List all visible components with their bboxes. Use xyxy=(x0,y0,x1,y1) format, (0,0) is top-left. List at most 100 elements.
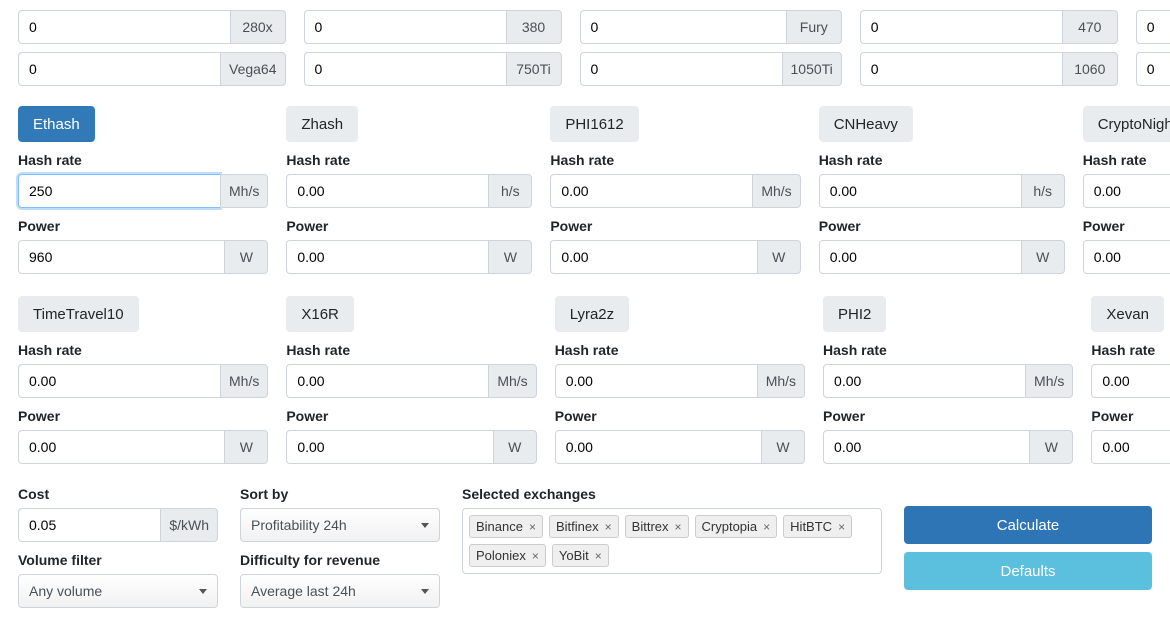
difficulty-select[interactable]: Average last 24h xyxy=(240,574,440,608)
sort-select[interactable]: Profitability 24h xyxy=(240,508,440,542)
hash-rate-unit: Mh/s xyxy=(757,364,805,398)
gpu-count-input[interactable] xyxy=(18,10,230,44)
exchange-tag-label: HitBTC xyxy=(790,519,832,534)
hash-rate-unit: Mh/s xyxy=(752,174,800,208)
calculate-button[interactable]: Calculate xyxy=(904,506,1152,544)
power-label: Power xyxy=(286,218,532,234)
difficulty-value: Average last 24h xyxy=(251,583,356,599)
hash-rate-group: Mh/s xyxy=(823,364,1073,398)
hash-rate-group: h/s xyxy=(286,174,532,208)
gpu-item-1050ti: 1050Ti xyxy=(580,52,842,86)
hash-rate-input[interactable] xyxy=(1091,364,1170,398)
gpu-count-input[interactable] xyxy=(18,52,220,86)
power-label: Power xyxy=(550,218,800,234)
power-label: Power xyxy=(286,408,536,424)
exchange-tag-cryptopia[interactable]: Cryptopia× xyxy=(695,515,778,538)
hash-rate-input[interactable] xyxy=(819,174,1021,208)
bottom-controls: Cost $/kWh Volume filter Any volume Sort… xyxy=(18,486,1152,618)
power-unit: W xyxy=(224,240,268,274)
algo-button-x16r[interactable]: X16R xyxy=(286,296,354,332)
hash-rate-input[interactable] xyxy=(550,174,752,208)
exchange-tag-binance[interactable]: Binance× xyxy=(469,515,543,538)
hash-rate-group: Mh/s xyxy=(555,364,805,398)
remove-icon[interactable]: × xyxy=(675,520,682,534)
hash-rate-input[interactable] xyxy=(18,174,220,208)
hash-rate-input[interactable] xyxy=(555,364,757,398)
remove-icon[interactable]: × xyxy=(532,549,539,563)
power-input[interactable] xyxy=(286,430,492,464)
algo-button-cnheavy[interactable]: CNHeavy xyxy=(819,106,913,142)
gpu-count-input[interactable] xyxy=(580,52,782,86)
power-label: Power xyxy=(18,218,268,234)
power-input[interactable] xyxy=(18,430,224,464)
power-group: W xyxy=(823,430,1073,464)
gpu-count-input[interactable] xyxy=(860,10,1062,44)
exchange-tag-bitfinex[interactable]: Bitfinex × xyxy=(549,515,619,538)
power-input[interactable] xyxy=(1091,430,1170,464)
gpu-item-750ti: 750Ti xyxy=(304,52,562,86)
hash-rate-input[interactable] xyxy=(286,174,488,208)
gpu-count-input[interactable] xyxy=(1136,52,1170,86)
gpu-count-input[interactable] xyxy=(304,10,506,44)
algo-button-cryptonightv7[interactable]: CryptoNightV7 xyxy=(1083,106,1170,142)
power-input[interactable] xyxy=(1083,240,1170,274)
cost-input[interactable] xyxy=(18,508,160,542)
hash-rate-input[interactable] xyxy=(1083,174,1170,208)
algo-button-timetravel10[interactable]: TimeTravel10 xyxy=(18,296,139,332)
power-input[interactable] xyxy=(550,240,756,274)
algo-button-phi2[interactable]: PHI2 xyxy=(823,296,886,332)
algo-button-ethash[interactable]: Ethash xyxy=(18,106,95,142)
exchange-tag-hitbtc[interactable]: HitBTC × xyxy=(783,515,852,538)
exchange-tag-yobit[interactable]: YoBit × xyxy=(552,544,609,567)
exchange-tag-bittrex[interactable]: Bittrex× xyxy=(625,515,689,538)
power-unit: W xyxy=(493,430,537,464)
algorithm-row-2: TimeTravel10Hash rateMh/sPowerWX16RHash … xyxy=(18,296,1152,464)
algorithm-row-1: EthashHash rateMh/sPowerWZhashHash rateh… xyxy=(18,106,1152,274)
algo-button-zhash[interactable]: Zhash xyxy=(286,106,358,142)
power-group: W xyxy=(18,430,268,464)
hash-rate-group: Mh/s xyxy=(18,174,268,208)
hash-rate-unit: Mh/s xyxy=(220,364,268,398)
exchange-tag-label: YoBit xyxy=(559,548,589,563)
power-group: W xyxy=(286,430,536,464)
exchanges-box[interactable]: Binance×Bitfinex×Bittrex×Cryptopia×HitBT… xyxy=(462,508,882,574)
exchange-tag-label: Bitfinex xyxy=(556,519,599,534)
power-input[interactable] xyxy=(819,240,1021,274)
hash-rate-label: Hash rate xyxy=(18,152,268,168)
algo-button-xevan[interactable]: Xevan xyxy=(1091,296,1164,332)
hash-rate-group: h/s xyxy=(819,174,1065,208)
power-input[interactable] xyxy=(823,430,1029,464)
algo-button-phi1612[interactable]: PHI1612 xyxy=(550,106,638,142)
remove-icon[interactable]: × xyxy=(595,549,602,563)
power-input[interactable] xyxy=(18,240,224,274)
algo-button-lyra2z[interactable]: Lyra2z xyxy=(555,296,629,332)
remove-icon[interactable]: × xyxy=(838,520,845,534)
power-unit: W xyxy=(224,430,268,464)
hash-rate-input[interactable] xyxy=(823,364,1025,398)
remove-icon[interactable]: × xyxy=(529,520,536,534)
defaults-button[interactable]: Defaults xyxy=(904,552,1152,590)
power-unit: W xyxy=(1021,240,1065,274)
gpu-item-470: 470 xyxy=(860,10,1118,44)
gpu-grid: 280x380Fury470480570580Vega56Vega64750Ti… xyxy=(18,10,1152,86)
cost-input-group: $/kWh xyxy=(18,508,218,542)
power-input[interactable] xyxy=(286,240,488,274)
gpu-count-input[interactable] xyxy=(1136,10,1170,44)
volume-select[interactable]: Any volume xyxy=(18,574,218,608)
hash-rate-input[interactable] xyxy=(286,364,488,398)
exchange-tag-poloniex[interactable]: Poloniex× xyxy=(469,544,546,567)
remove-icon[interactable]: × xyxy=(605,520,612,534)
algo-lyra2z: Lyra2zHash rateMh/sPowerW xyxy=(555,296,805,464)
gpu-count-input[interactable] xyxy=(580,10,786,44)
cost-unit: $/kWh xyxy=(160,508,218,542)
hash-rate-label: Hash rate xyxy=(286,342,536,358)
gpu-count-input[interactable] xyxy=(304,52,506,86)
gpu-item-1060: 1060 xyxy=(860,52,1118,86)
hash-rate-input[interactable] xyxy=(18,364,220,398)
power-input[interactable] xyxy=(555,430,761,464)
power-group: W xyxy=(550,240,800,274)
gpu-item-380: 380 xyxy=(304,10,562,44)
gpu-count-input[interactable] xyxy=(860,52,1062,86)
remove-icon[interactable]: × xyxy=(763,520,770,534)
hash-rate-label: Hash rate xyxy=(1083,152,1170,168)
